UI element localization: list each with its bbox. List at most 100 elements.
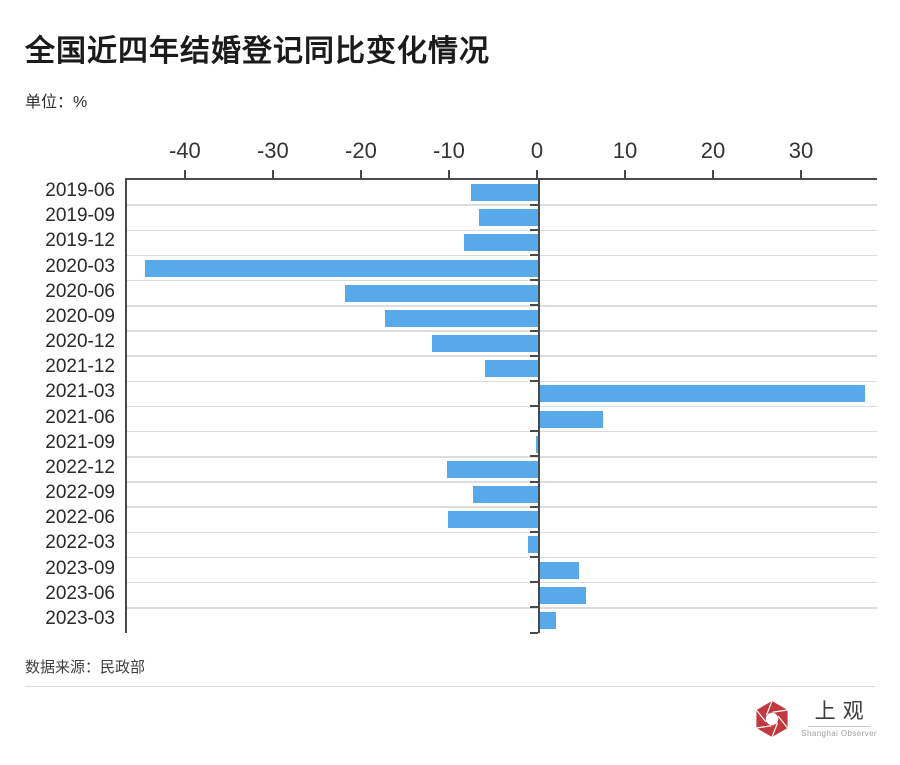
y-axis-label: 2022-09 xyxy=(45,482,115,503)
bar xyxy=(471,184,539,202)
bar xyxy=(536,435,539,453)
bar xyxy=(485,360,539,378)
x-tick-mark xyxy=(535,170,538,178)
x-tick-mark xyxy=(712,170,715,178)
bar xyxy=(145,259,539,277)
gridline xyxy=(127,456,877,458)
gridline xyxy=(127,506,877,508)
category-tick xyxy=(529,430,538,433)
x-tick-label: 10 xyxy=(612,138,638,163)
category-tick xyxy=(529,203,538,206)
y-axis-label: 2022-06 xyxy=(45,507,115,529)
x-tick-mark xyxy=(183,170,186,178)
y-axis-label: 2023-06 xyxy=(45,582,115,604)
bar xyxy=(538,561,579,579)
gridline xyxy=(127,330,877,332)
x-tick-mark xyxy=(271,170,274,178)
bar xyxy=(345,284,539,302)
x-tick-label: 20 xyxy=(700,138,726,163)
bar xyxy=(538,611,556,629)
y-axis-label: 2021-09 xyxy=(45,431,115,453)
y-axis-label: 2020-06 xyxy=(45,280,115,302)
category-tick xyxy=(529,556,538,558)
bar xyxy=(384,309,539,327)
bar xyxy=(538,385,865,403)
y-axis-label: 2019-12 xyxy=(45,230,115,252)
x-tick-label: -20 xyxy=(345,138,377,163)
gridline xyxy=(127,531,877,534)
bar xyxy=(472,486,539,504)
bar xyxy=(448,511,539,529)
y-axis-label: 2023-09 xyxy=(45,557,115,579)
category-tick xyxy=(529,304,538,307)
source-note: 数据来源：民政部 xyxy=(25,659,146,676)
category-tick xyxy=(529,329,538,332)
gridline xyxy=(127,430,877,433)
category-tick xyxy=(529,228,538,231)
bar xyxy=(479,209,539,227)
bar xyxy=(538,586,586,604)
gridline xyxy=(127,581,877,584)
plot-area xyxy=(125,178,877,634)
x-tick-label: -10 xyxy=(433,138,465,163)
category-tick xyxy=(529,480,538,483)
category-tick xyxy=(529,581,538,584)
gridline xyxy=(127,305,877,307)
y-axis-label: 2022-12 xyxy=(45,456,115,478)
y-axis-labels: 2019-06 2019-09 2019-12 2020-03 2020-06 2020-… xyxy=(0,178,115,631)
category-tick xyxy=(529,455,538,458)
category-tick xyxy=(529,279,538,282)
bar xyxy=(464,234,539,252)
bar xyxy=(538,410,604,428)
y-axis-label: 2021-12 xyxy=(45,356,115,378)
bar xyxy=(431,335,539,353)
gridline xyxy=(127,279,877,282)
gridline xyxy=(127,254,877,257)
category-tick xyxy=(529,405,538,407)
x-tick-mark xyxy=(800,170,803,178)
unit-label: 单位：% xyxy=(25,94,88,111)
page-title: 全国近四年结婚登记同比变化情况 xyxy=(25,35,490,68)
x-axis: -40 -30 -20 -10 0 10 20 30 xyxy=(125,138,875,178)
category-tick xyxy=(529,254,538,256)
y-axis-label: 2021-06 xyxy=(45,406,115,428)
category-tick xyxy=(529,530,538,533)
gridline xyxy=(127,481,877,483)
y-axis-label: 2021-03 xyxy=(45,381,115,403)
x-tick-label: -40 xyxy=(168,138,201,163)
category-tick xyxy=(529,379,538,382)
y-axis-label: 2019-06 xyxy=(45,180,115,201)
y-axis-label: 2020-03 xyxy=(45,255,115,277)
x-tick-mark xyxy=(359,170,362,178)
gridline xyxy=(127,355,877,357)
gridline xyxy=(127,405,877,408)
gridline xyxy=(127,607,877,609)
y-axis-label: 2023-03 xyxy=(45,607,115,629)
category-tick xyxy=(529,354,538,357)
logo-cn-name: 上观 xyxy=(807,700,871,727)
logo-en-name: Shanghai Observer xyxy=(801,728,877,738)
x-tick-label: 0 xyxy=(530,138,544,163)
footer-divider xyxy=(25,686,875,687)
gridline xyxy=(127,380,877,383)
gridline xyxy=(127,556,877,559)
x-tick-label: 30 xyxy=(788,138,814,163)
logo-text: 上观 Shanghai Observer xyxy=(801,700,877,738)
category-tick xyxy=(529,505,538,508)
y-axis-label: 2019-09 xyxy=(45,205,115,227)
gridline xyxy=(127,204,877,206)
x-tick-mark xyxy=(624,170,626,178)
category-tick xyxy=(529,631,538,634)
y-axis-label: 2022-03 xyxy=(45,532,115,554)
x-tick-label: -30 xyxy=(256,138,289,163)
y-axis-label: 2020-09 xyxy=(45,305,115,327)
bar xyxy=(446,460,539,478)
publisher-logo: 上观 Shanghai Observer xyxy=(752,699,877,739)
x-tick-mark xyxy=(447,170,450,178)
category-tick xyxy=(529,606,538,609)
shanghai-observer-icon xyxy=(756,700,789,738)
bar xyxy=(528,536,539,554)
zero-baseline xyxy=(537,180,540,633)
y-axis-label: 2020-12 xyxy=(45,331,115,352)
